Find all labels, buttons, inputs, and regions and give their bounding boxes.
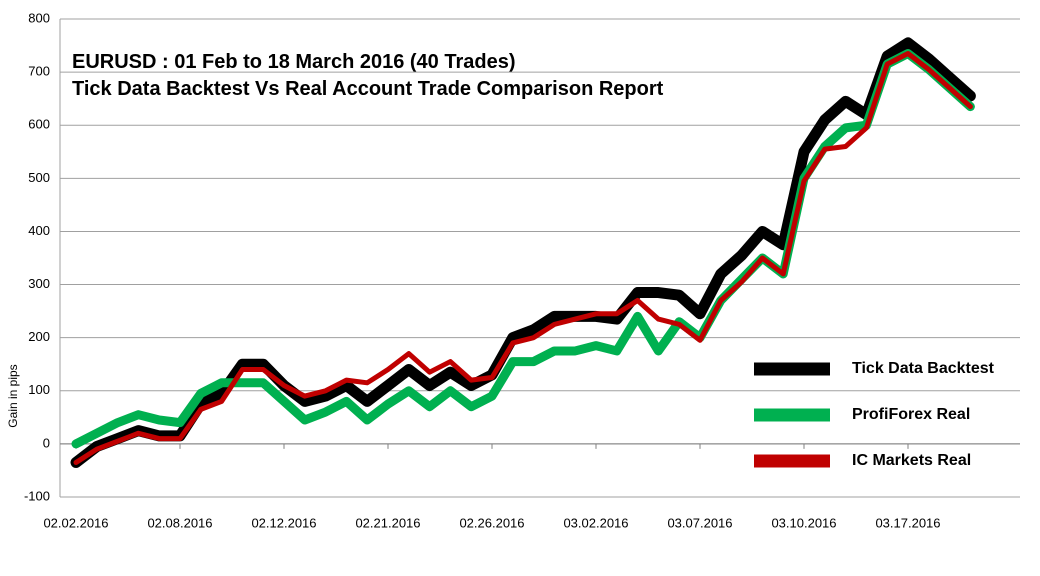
series-line <box>70 37 976 468</box>
x-tick-label: 03.17.2016 <box>875 515 940 530</box>
series-line <box>73 51 973 465</box>
y-tick-label: 700 <box>28 64 50 79</box>
x-tick-label: 02.08.2016 <box>147 515 212 530</box>
y-tick-label: 200 <box>28 329 50 344</box>
x-tick-label: 03.10.2016 <box>771 515 836 530</box>
legend-label: IC Markets Real <box>852 452 971 469</box>
y-tick-label: 400 <box>28 223 50 238</box>
x-tick-label: 02.02.2016 <box>43 515 108 530</box>
chart-title: EURUSD : 01 Feb to 18 March 2016 (40 Tra… <box>72 51 516 73</box>
y-tick-label: 0 <box>43 435 50 450</box>
y-tick-label: 800 <box>28 10 50 25</box>
y-tick-label: 500 <box>28 170 50 185</box>
y-tick-label: 300 <box>28 276 50 291</box>
y-axis-label: Gain in pips <box>6 364 20 427</box>
y-tick-label: 100 <box>28 382 50 397</box>
y-tick-label: -100 <box>24 488 50 503</box>
legend-label: ProfiForex Real <box>852 406 970 423</box>
legend-label: Tick Data Backtest <box>852 360 995 377</box>
x-tick-label: 02.26.2016 <box>459 515 524 530</box>
x-tick-label: 02.12.2016 <box>251 515 316 530</box>
y-tick-label: 600 <box>28 117 50 132</box>
x-tick-label: 03.02.2016 <box>563 515 628 530</box>
chart-subtitle: Tick Data Backtest Vs Real Account Trade… <box>72 78 664 100</box>
x-tick-label: 02.21.2016 <box>355 515 420 530</box>
x-tick-label: 03.07.2016 <box>667 515 732 530</box>
